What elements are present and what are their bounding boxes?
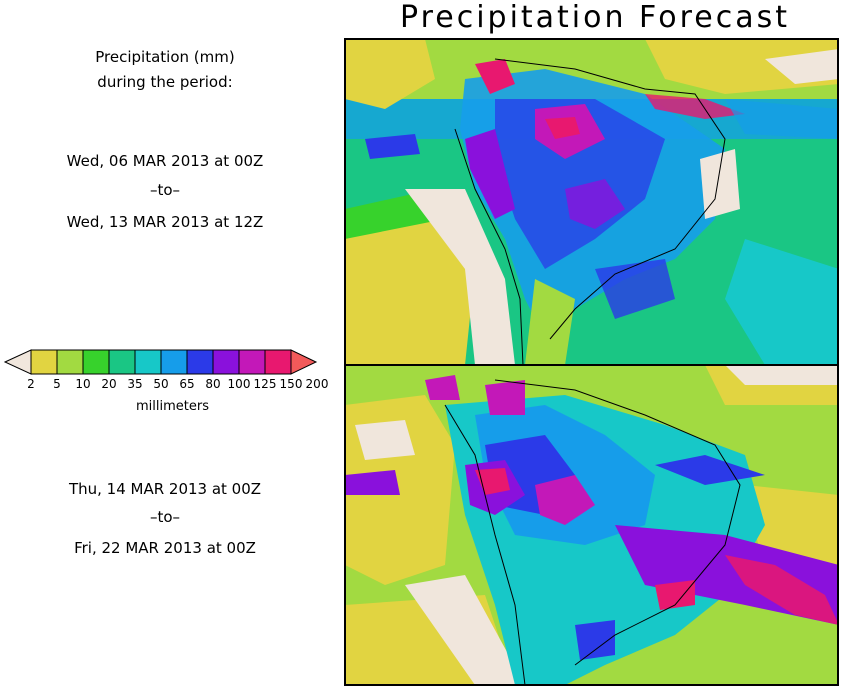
legend-swatch: [82, 349, 110, 375]
legend-tick-label: 125: [254, 377, 277, 391]
legend-arrow-high: [290, 349, 318, 375]
legend-tick-label: 35: [127, 377, 142, 391]
period2-separator: –to–: [149, 508, 181, 526]
legend-tick-label: 5: [53, 377, 61, 391]
legend-tick-label: 20: [101, 377, 116, 391]
forecast-map-period2: [345, 365, 839, 685]
legend-swatch: [30, 349, 58, 375]
legend-swatch: [264, 349, 292, 375]
precipitation-colorbar: 2 5 10 20 35 50 65 80 100 125 150 200: [3, 349, 329, 391]
legend-swatch: [186, 349, 214, 375]
legend-tick-label: 200: [306, 377, 329, 391]
legend-swatch: [212, 349, 240, 375]
info-line-2: during the period:: [97, 73, 233, 91]
info-line-1: Precipitation (mm): [95, 48, 235, 66]
legend-tick-label: 80: [205, 377, 220, 391]
legend-tick-label: 2: [27, 377, 35, 391]
legend-tick-label: 150: [280, 377, 303, 391]
legend-tick-label: 50: [153, 377, 168, 391]
legend-unit-label: millimeters: [136, 399, 209, 414]
period2-end: Fri, 22 MAR 2013 at 00Z: [74, 539, 256, 557]
period1-start: Wed, 06 MAR 2013 at 00Z: [66, 152, 264, 170]
period2-start: Thu, 14 MAR 2013 at 00Z: [68, 480, 262, 498]
period1-end: Wed, 13 MAR 2013 at 12Z: [66, 213, 264, 231]
legend-swatch: [56, 349, 84, 375]
forecast-map-period1: [345, 39, 839, 365]
legend-tick-label: 100: [228, 377, 251, 391]
legend-swatch: [134, 349, 162, 375]
legend-tick-label: 65: [179, 377, 194, 391]
legend-swatch: [160, 349, 188, 375]
page-title: Precipitation Forecast: [400, 0, 790, 35]
legend-swatch: [238, 349, 266, 375]
legend-arrow-low: [3, 349, 32, 375]
panel-divider: [344, 364, 839, 366]
period1-separator: –to–: [149, 181, 181, 199]
legend-swatch: [108, 349, 136, 375]
legend-tick-label: 10: [75, 377, 90, 391]
